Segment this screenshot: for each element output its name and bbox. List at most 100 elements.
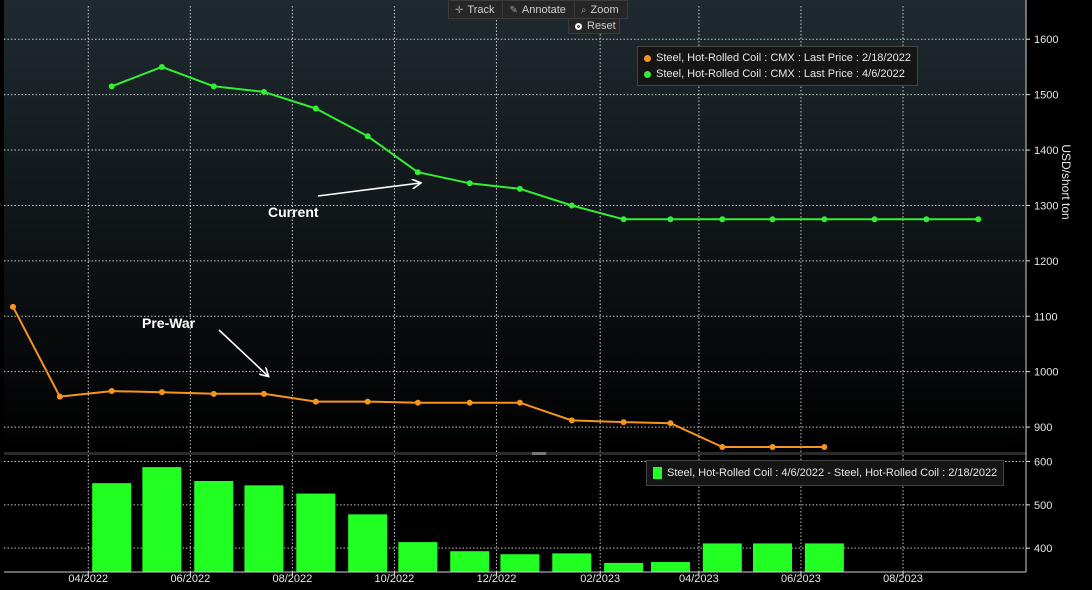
annotation-current-arrow: [317, 183, 420, 197]
y-tick-label: 1300: [1034, 200, 1058, 212]
data-point-prewar: [466, 399, 473, 406]
x-tick-label: 04/2023: [679, 573, 719, 585]
lower-y-axis: 400 500 600: [1026, 457, 1052, 555]
difference-bar: [604, 562, 644, 572]
y-tick-label: 1600: [1034, 34, 1058, 46]
annotation-prewar-arrow: [218, 329, 268, 376]
chart-toolbar: ✛ Track ✎ Annotate ⌕ Zoom: [448, 0, 628, 19]
green-dot-icon: [644, 70, 651, 78]
y-tick-label: 400: [1034, 543, 1052, 555]
data-point-current: [871, 216, 878, 223]
data-point-current: [312, 105, 319, 112]
magnifier-icon: ⌕: [580, 4, 587, 16]
difference-bar: [500, 554, 540, 572]
difference-bar: [92, 483, 132, 572]
data-point-current: [568, 202, 575, 209]
difference-bar: [194, 481, 234, 572]
legend-item-current: Steel, Hot-Rolled Coil : CMX : Last Pric…: [644, 66, 911, 82]
difference-bars: [92, 467, 844, 572]
data-point-prewar: [620, 419, 627, 426]
data-point-prewar: [568, 417, 575, 424]
data-point-prewar: [10, 303, 16, 310]
annotate-button[interactable]: ✎ Annotate: [503, 1, 575, 18]
y-tick-label: 1400: [1034, 145, 1058, 157]
difference-bar: [296, 493, 336, 572]
annotate-label: Annotate: [521, 3, 566, 16]
data-point-current: [975, 216, 982, 223]
x-tick-label: 06/2022: [170, 573, 210, 585]
series-line-current: [111, 65, 979, 221]
x-axis: 04/2022 06/2022 08/2022 10/2022 12/2022 02/20…: [68, 572, 923, 585]
panel-divider-handle[interactable]: [532, 452, 546, 455]
difference-bar: [804, 543, 844, 572]
y-tick-label: 1500: [1034, 90, 1058, 102]
data-point-prewar: [364, 398, 371, 405]
price-lines: [10, 63, 982, 451]
legend-label-prewar: Steel, Hot-Rolled Coil : CMX : Last Pric…: [656, 52, 911, 64]
data-point-current: [108, 83, 115, 90]
y-tick-label: 600: [1034, 457, 1052, 469]
data-point-prewar: [516, 399, 523, 406]
x-tick-label: 02/2023: [580, 573, 620, 585]
x-tick-label: 08/2023: [883, 573, 923, 585]
legend-label-current: Steel, Hot-Rolled Coil : CMX : Last Pric…: [656, 68, 905, 80]
reset-button[interactable]: Reset: [568, 18, 620, 34]
difference-bar: [702, 543, 742, 572]
data-point-prewar: [769, 444, 776, 451]
data-point-prewar: [312, 398, 319, 405]
annotation-prewar: Pre-War: [142, 315, 268, 376]
data-point-current: [516, 185, 523, 192]
x-tick-label: 04/2022: [68, 573, 108, 585]
data-point-prewar: [667, 420, 674, 427]
legend-item-difference: Steel, Hot-Rolled Coil : 4/6/2022 - Stee…: [653, 465, 997, 481]
difference-bar: [552, 553, 592, 572]
difference-bar: [650, 562, 690, 572]
data-point-prewar: [158, 389, 165, 396]
lower-legend: Steel, Hot-Rolled Coil : 4/6/2022 - Stee…: [646, 460, 1005, 486]
data-point-prewar: [821, 444, 828, 451]
data-point-current: [364, 133, 371, 140]
data-point-prewar: [414, 399, 421, 406]
main-legend: Steel, Hot-Rolled Coil : CMX : Last Pric…: [637, 46, 918, 86]
y-tick-label: 1200: [1034, 256, 1058, 268]
reset-radio-icon: [575, 22, 582, 30]
data-point-current: [667, 216, 674, 223]
crosshair-icon: ✛: [455, 4, 464, 16]
pencil-icon: ✎: [509, 4, 518, 16]
data-point-current: [210, 83, 217, 90]
data-point-prewar: [108, 388, 115, 395]
y-tick-label: 1000: [1034, 367, 1058, 379]
data-point-prewar: [56, 393, 63, 400]
y-tick-label: 900: [1034, 422, 1052, 434]
data-point-current: [158, 63, 165, 70]
difference-bar: [450, 551, 490, 572]
annotation-current: Current: [268, 183, 420, 220]
x-tick-label: 10/2022: [375, 573, 415, 585]
x-tick-label: 12/2022: [477, 573, 517, 585]
difference-bar: [753, 543, 793, 572]
y-tick-label: 500: [1034, 500, 1052, 512]
track-label: Track: [467, 3, 495, 16]
data-point-current: [719, 216, 726, 223]
data-point-prewar: [719, 444, 726, 451]
difference-bar: [244, 485, 284, 572]
data-point-current: [260, 88, 267, 95]
legend-label-difference: Steel, Hot-Rolled Coil : 4/6/2022 - Stee…: [667, 467, 998, 479]
zoom-button[interactable]: ⌕ Zoom: [575, 1, 627, 18]
difference-bar: [398, 542, 438, 572]
data-point-current: [620, 216, 627, 223]
x-tick-label: 08/2022: [272, 573, 312, 585]
difference-bar: [142, 467, 182, 572]
panel-divider[interactable]: [4, 452, 1026, 455]
data-point-prewar: [260, 390, 267, 397]
main-y-axis: 900 1000 1100 1200 1300 1400 1500 1600: [4, 0, 1058, 573]
data-point-current: [414, 169, 421, 176]
y-axis-label: USD/short ton: [1059, 144, 1073, 219]
green-square-icon: [653, 467, 662, 479]
legend-item-prewar: Steel, Hot-Rolled Coil : CMX : Last Pric…: [644, 50, 911, 66]
track-button[interactable]: ✛ Track: [449, 1, 504, 18]
data-point-current: [466, 180, 473, 187]
y-tick-label: 1100: [1034, 311, 1058, 323]
difference-bar: [348, 514, 388, 572]
annotation-current-label: Current: [268, 204, 319, 220]
